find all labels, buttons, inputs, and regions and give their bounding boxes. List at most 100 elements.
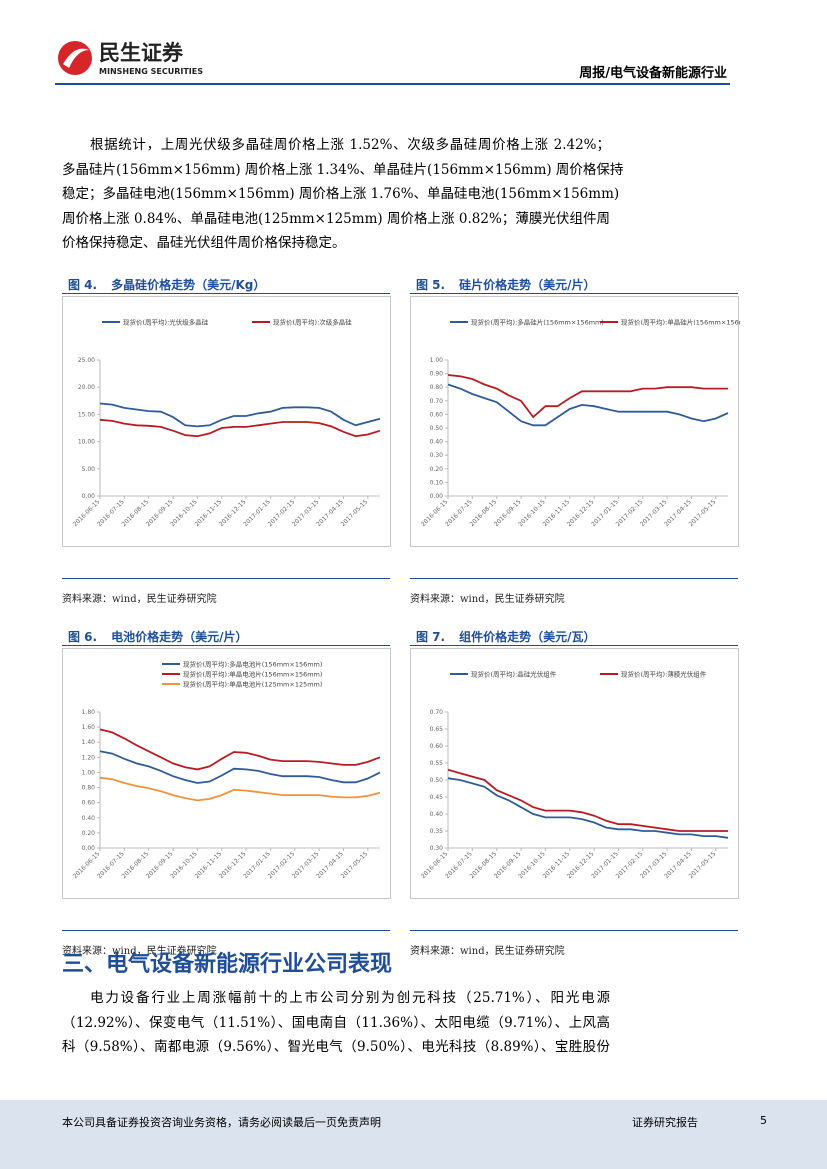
y-tick-label: 0.80 [82, 785, 96, 792]
y-tick-label: 25.00 [78, 357, 95, 364]
chart: 现货价(周平均):晶硅光伏组件 现货价(周平均):薄膜光伏组件 0.30 0.35 0.… [410, 648, 739, 899]
rule [62, 578, 390, 579]
y-tick-label: 0.40 [82, 815, 96, 822]
logo-swoosh [63, 48, 89, 68]
y-tick-label: 0.90 [430, 371, 444, 378]
text-line: 多晶硅片(156mm×156mm) 周价格上涨 1.34%、单晶硅片(156mm… [62, 161, 624, 178]
rule [410, 930, 738, 931]
text-line: 科（9.58%）、南都电源（9.56%）、智光电气（9.50%）、电光科技（8.… [62, 1039, 610, 1055]
y-tick-label: 1.20 [82, 754, 96, 761]
figure-caption: 硅片价格走势（美元/片） [459, 278, 596, 292]
text-line: （12.92%）、保变电气（11.51%）、国电南自（11.36%）、太阳电缆（… [62, 1014, 610, 1031]
rule [62, 645, 390, 646]
figure-title: 图 5. 硅片价格走势（美元/片） [416, 276, 609, 293]
y-tick-label: 0.35 [430, 828, 444, 835]
y-tick-label: 0.20 [430, 466, 444, 473]
y-tick-label: 0.80 [430, 384, 444, 391]
legend-label: 现货价(周平均):光伏级多晶硅 [123, 318, 209, 327]
series-line [447, 777, 729, 839]
figure-label: 图 4. [68, 278, 98, 292]
legend-label: 现货价(周平均):晶硅光伏组件 [471, 670, 557, 679]
text-line: 价格保持稳定、晶硅光伏组件周价格保持稳定。 [62, 235, 346, 251]
y-tick-label: 0.30 [430, 452, 444, 459]
y-tick-label: 0.40 [430, 439, 444, 446]
section-heading: 三、电气设备新能源行业公司表现 [62, 951, 393, 977]
y-tick-label: 1.40 [82, 739, 96, 746]
figure-source: 资料来源：wind，民生证券研究院 [62, 594, 217, 605]
y-tick-label: 0.50 [430, 425, 444, 432]
y-tick-label: 0.00 [430, 493, 444, 500]
figure-caption: 多晶硅价格走势（美元/Kg） [111, 278, 266, 292]
y-tick-label: 0.50 [430, 777, 444, 784]
series-line [447, 374, 728, 419]
figure-source: 资料来源：wind，民生证券研究院 [410, 594, 565, 605]
y-tick-label: 0.55 [430, 760, 444, 767]
chart-frame [410, 296, 739, 547]
chart-frame [410, 648, 739, 899]
figure-label: 图 6. [68, 630, 98, 644]
series-line [99, 418, 381, 438]
text-line: 电力设备行业上周涨幅前十的上市公司分别为创元科技（25.71%）、阳光电源 [90, 990, 610, 1006]
y-tick-label: 10.00 [78, 439, 95, 446]
series-line [447, 383, 729, 427]
footer-band [0, 1100, 827, 1169]
rule [62, 293, 390, 294]
y-tick-label: 5.00 [82, 466, 96, 473]
y-tick-label: 1.60 [82, 724, 96, 731]
series-line [99, 728, 381, 771]
header-rule [55, 83, 730, 85]
chart: 现货价(周平均):多晶硅片(156mm×156mm) 现货价(周平均):单晶硅片(… [410, 296, 740, 547]
y-tick-label: 15.00 [78, 411, 95, 418]
legend-label: 现货价(周平均):单晶硅片(156mm×156mm) [621, 318, 740, 327]
y-tick-label: 0.65 [430, 726, 444, 733]
figure-title: 图 7. 组件价格走势（美元/瓦） [416, 628, 609, 645]
y-tick-label: 0.00 [82, 493, 96, 500]
figure-title: 图 6. 电池价格走势（美元/片） [68, 628, 261, 645]
y-tick-label: 0.10 [430, 479, 444, 486]
figure-caption: 组件价格走势（美元/瓦） [459, 630, 596, 644]
series-line [447, 768, 728, 832]
rule [62, 930, 390, 931]
figure-caption: 电池价格走势（美元/片） [111, 630, 248, 644]
section-name: 周报/电气设备新能源行业 [579, 66, 727, 81]
series-line [99, 776, 381, 802]
text-line: 周价格上涨 0.84%、单晶硅电池(125mm×125mm) 周价格上涨 0.8… [62, 210, 610, 227]
rule [410, 293, 738, 294]
y-tick-label: 0.60 [430, 743, 444, 750]
legend-label: 现货价(周平均):薄膜光伏组件 [621, 670, 707, 679]
figure-source: 资料来源：wind，民生证券研究院 [62, 946, 217, 957]
legend-label: 现货价(周平均):单晶电池片(156mm×156mm) [183, 670, 322, 679]
figure-label: 图 7. [416, 630, 446, 644]
legend-label: 现货价(周平均):次级多晶硅 [273, 318, 352, 327]
y-tick-label: 0.30 [430, 845, 444, 852]
figure-label: 图 5. [416, 278, 446, 292]
brand: 民生证券 [99, 41, 184, 65]
y-tick-label: 1.00 [430, 357, 444, 364]
rule [410, 578, 738, 579]
doc-type: 证券研究报告 [632, 1116, 698, 1129]
text-line: 稳定；多晶硅电池(156mm×156mm) 周价格上涨 1.76%、单晶硅电池(… [62, 186, 620, 202]
chart: 现货价(周平均):多晶电池片(156mm×156mm)现货价(周平均):单晶电池… [62, 648, 391, 899]
rule [410, 645, 738, 646]
y-tick-label: 0.00 [82, 845, 96, 852]
series-line [99, 402, 381, 428]
legend-label: 现货价(周平均):单晶电池片(125mm×125mm) [183, 680, 322, 689]
y-tick-label: 0.45 [430, 794, 444, 801]
y-tick-label: 0.40 [430, 811, 444, 818]
figure-title: 图 4. 多晶硅价格走势（美元/Kg） [68, 276, 279, 293]
text-line: 根据统计，上周光伏级多晶硅周价格上涨 1.52%、次级多晶硅周价格上涨 2.42… [90, 137, 610, 153]
figure-source: 资料来源：wind，民生证券研究院 [410, 946, 565, 957]
y-tick-label: 20.00 [78, 384, 95, 391]
series-line [99, 750, 381, 784]
y-tick-label: 0.20 [82, 830, 96, 837]
y-tick-label: 1.00 [82, 769, 96, 776]
chart: 现货价(周平均):光伏级多晶硅 现货价(周平均):次级多晶硅 0.00 5.00 10.… [62, 296, 391, 547]
disclaimer: 本公司具备证券投资咨询业务资格，请务必阅读最后一页免责声明 [62, 1116, 381, 1129]
y-tick-label: 0.60 [430, 411, 444, 418]
legend-label: 现货价(周平均):多晶电池片(156mm×156mm) [183, 660, 322, 669]
y-tick-label: 0.70 [430, 709, 444, 716]
page-number: 5 [760, 1114, 767, 1127]
brand-en: MINSHENG SECURITIES [99, 67, 203, 76]
y-tick-label: 1.80 [82, 709, 96, 716]
